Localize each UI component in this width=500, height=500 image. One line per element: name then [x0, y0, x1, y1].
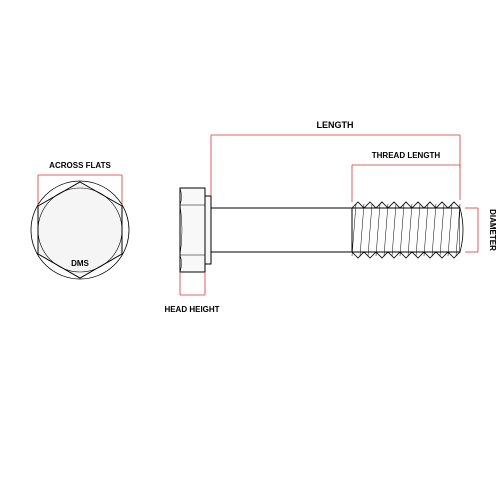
thread-region — [352, 202, 463, 258]
dms-label: DMS — [71, 259, 89, 268]
head-height-label: HEAD HEIGHT — [164, 305, 219, 314]
head-height-dimension — [180, 272, 205, 295]
thread-length-label: THREAD LENGTH — [372, 151, 441, 160]
across-flats-label: ACROSS FLATS — [49, 161, 111, 170]
diameter-label: DIAMETER — [488, 209, 497, 251]
length-label: LENGTH — [317, 120, 354, 130]
bolt-diagram: ACROSS FLATS DMS — [0, 0, 500, 500]
diameter-dimension — [465, 208, 478, 252]
bolt-side-view — [180, 188, 463, 272]
thread-length-dimension — [352, 165, 460, 202]
length-dimension — [211, 135, 460, 200]
